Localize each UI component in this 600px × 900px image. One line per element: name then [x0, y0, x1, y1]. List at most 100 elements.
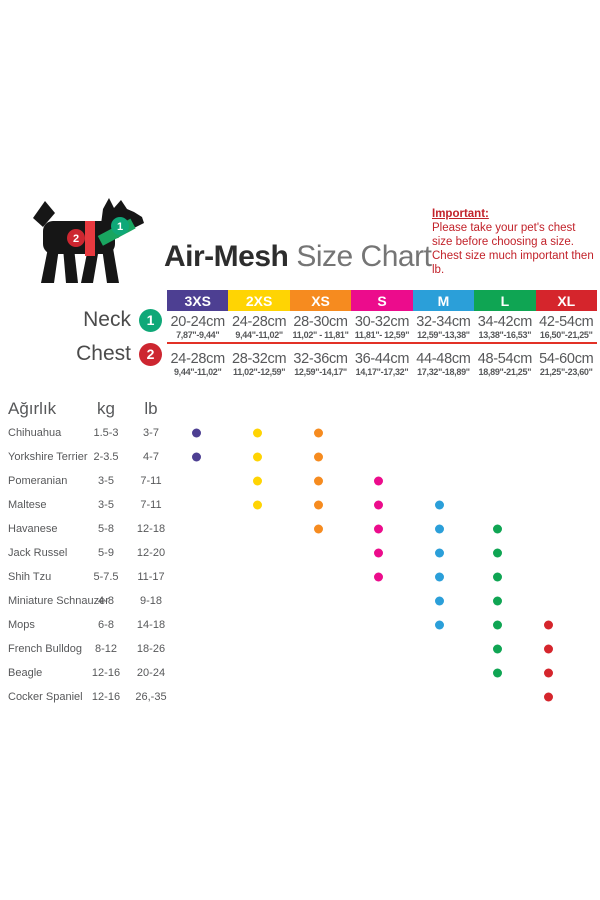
neck-row-label: Neck 1 [30, 308, 162, 332]
size-dot-s [373, 548, 383, 558]
chest-cm-value: 32-36cm [293, 351, 348, 367]
size-dot-xl [543, 620, 553, 630]
lb-value: 14-18 [136, 619, 166, 631]
neck-cm-value: 20-24cm [170, 314, 226, 330]
kg-column-header: kg [97, 399, 115, 418]
dog-badge-2-number: 2 [73, 233, 79, 245]
size-dot-2xs [252, 452, 262, 462]
breed-name: Beagle [8, 667, 43, 679]
breed-row: Mops 6-8 14-18 [0, 613, 600, 637]
breed-row: Miniature Schnauzer 4-8 9-18 [0, 589, 600, 613]
size-dot-s [373, 524, 383, 534]
size-dot-s [373, 476, 383, 486]
neck-cm-value: 30-32cm [354, 314, 410, 330]
kg-value: 5-7.5 [93, 571, 119, 583]
lb-value: 18-26 [136, 643, 166, 655]
lb-value: 12-20 [136, 547, 166, 559]
chest-inch-value: 9,44"-11,02" [173, 367, 222, 377]
chest-inch-value: 17,32"-18,89" [417, 367, 470, 377]
chest-inch-value: 11,02"-12,59" [233, 367, 286, 377]
kg-value: 8-12 [94, 643, 118, 655]
size-header-m: M [412, 290, 475, 311]
size-dot-2xs [252, 500, 262, 510]
lb-value: 4-7 [143, 451, 159, 463]
neck-cm-value: 32-34cm [416, 314, 471, 330]
size-dot-l [492, 548, 502, 558]
neck-inch-value: 11,02" - 11,81" [292, 330, 349, 340]
chest-measurement-m: 44-48cm 17,32"-18,89" [413, 344, 474, 378]
size-dot-xs [313, 476, 323, 486]
size-dot-s [373, 572, 383, 582]
size-dot-xs [313, 500, 323, 510]
lb-value: 11-17 [137, 571, 165, 583]
chest-inch-value: 21,25"-23,60" [539, 367, 593, 377]
chest-badge: 2 [139, 342, 162, 366]
size-dot-xs [313, 524, 323, 534]
breed-name: Havanese [8, 523, 58, 535]
chest-measurement-s: 36-44cm 14,17"-17,32" [351, 344, 412, 378]
size-dot-xl [543, 644, 553, 654]
chest-row-label: Chest 2 [30, 342, 162, 366]
chest-measurement-xl: 54-60cm 21,25"-23,60" [536, 344, 597, 378]
breed-name: Mops [8, 619, 35, 631]
breed-row: Yorkshire Terrier 2-3.5 4-7 [0, 445, 600, 469]
size-header-2xs: 2XS [228, 290, 290, 311]
size-dot-3xs [191, 428, 201, 438]
size-header-l: L [474, 290, 536, 311]
size-dot-s [373, 500, 383, 510]
size-dot-m [434, 620, 444, 630]
chest-label: Chest [76, 342, 131, 365]
lb-value: 26,-35 [135, 691, 167, 703]
breed-row: Chihuahua 1.5-3 3-7 [0, 421, 600, 445]
size-dot-l [492, 620, 502, 630]
lb-value: 20-24 [136, 667, 166, 679]
breed-name: Jack Russel [8, 547, 68, 559]
breed-name: Shih Tzu [8, 571, 52, 583]
breed-table: Ağırlık kg lb Chihuahua 1.5-3 3-7 Yorkshire… [0, 397, 600, 709]
size-header-s: S [351, 290, 413, 311]
neck-measurement-3xs: 20-24cm 7,87"-9,44" [167, 311, 228, 341]
dog-badge-1-number: 1 [117, 221, 123, 233]
size-dot-l [492, 644, 502, 654]
size-dot-xs [313, 452, 323, 462]
important-note: Important: Please take your pet's chest … [432, 207, 598, 277]
lb-value: 9-18 [139, 595, 163, 607]
neck-measurement-xl: 42-54cm 16,50"-21,25" [536, 311, 597, 341]
size-dot-2xs [252, 428, 262, 438]
lb-column-header: lb [144, 399, 158, 418]
size-header-xs: XS [289, 290, 352, 311]
breed-table-header: Ağırlık kg lb [0, 397, 600, 421]
neck-label: Neck [83, 308, 131, 331]
kg-value: 6-8 [98, 619, 114, 631]
size-dot-m [434, 596, 444, 606]
neck-badge: 1 [139, 308, 162, 332]
kg-value: 5-9 [98, 547, 114, 559]
size-dot-m [434, 524, 444, 534]
title-brand: Air-Mesh [164, 240, 289, 274]
kg-value: 12-16 [91, 667, 121, 679]
important-note-title: Important: [432, 208, 489, 220]
breed-name: Yorkshire Terrier [8, 451, 88, 463]
dog-icon: 1 2 [33, 198, 144, 283]
neck-measurement-xs: 28-30cm 11,02" - 11,81" [290, 311, 351, 341]
weight-column-header: Ağırlık [8, 399, 57, 418]
size-header-3xs: 3XS [167, 290, 229, 311]
kg-value: 3-5 [98, 475, 114, 487]
neck-cm-value: 42-54cm [539, 314, 594, 330]
breed-rows: Chihuahua 1.5-3 3-7 Yorkshire Terrier 2-3.5 4… [0, 421, 600, 709]
dog-tail [33, 201, 55, 227]
chest-cm-value: 24-28cm [170, 351, 226, 367]
size-dot-xs [313, 428, 323, 438]
size-dot-m [434, 500, 444, 510]
size-header-xl: XL [535, 290, 597, 311]
neck-cm-value: 34-42cm [477, 314, 533, 330]
neck-inch-value: 9,44"-11,02" [235, 330, 283, 340]
chest-cm-value: 48-54cm [477, 351, 533, 367]
neck-inch-value: 13,38"-16,53" [478, 330, 532, 340]
neck-measurement-m: 32-34cm 12,59"-13,38" [413, 311, 474, 341]
neck-measurement-s: 30-32cm 11,81"- 12,59" [351, 311, 412, 341]
kg-value: 4-8 [98, 595, 114, 607]
lb-value: 7-11 [140, 475, 162, 487]
size-dot-m [434, 572, 444, 582]
dog-chest-band [85, 221, 95, 256]
